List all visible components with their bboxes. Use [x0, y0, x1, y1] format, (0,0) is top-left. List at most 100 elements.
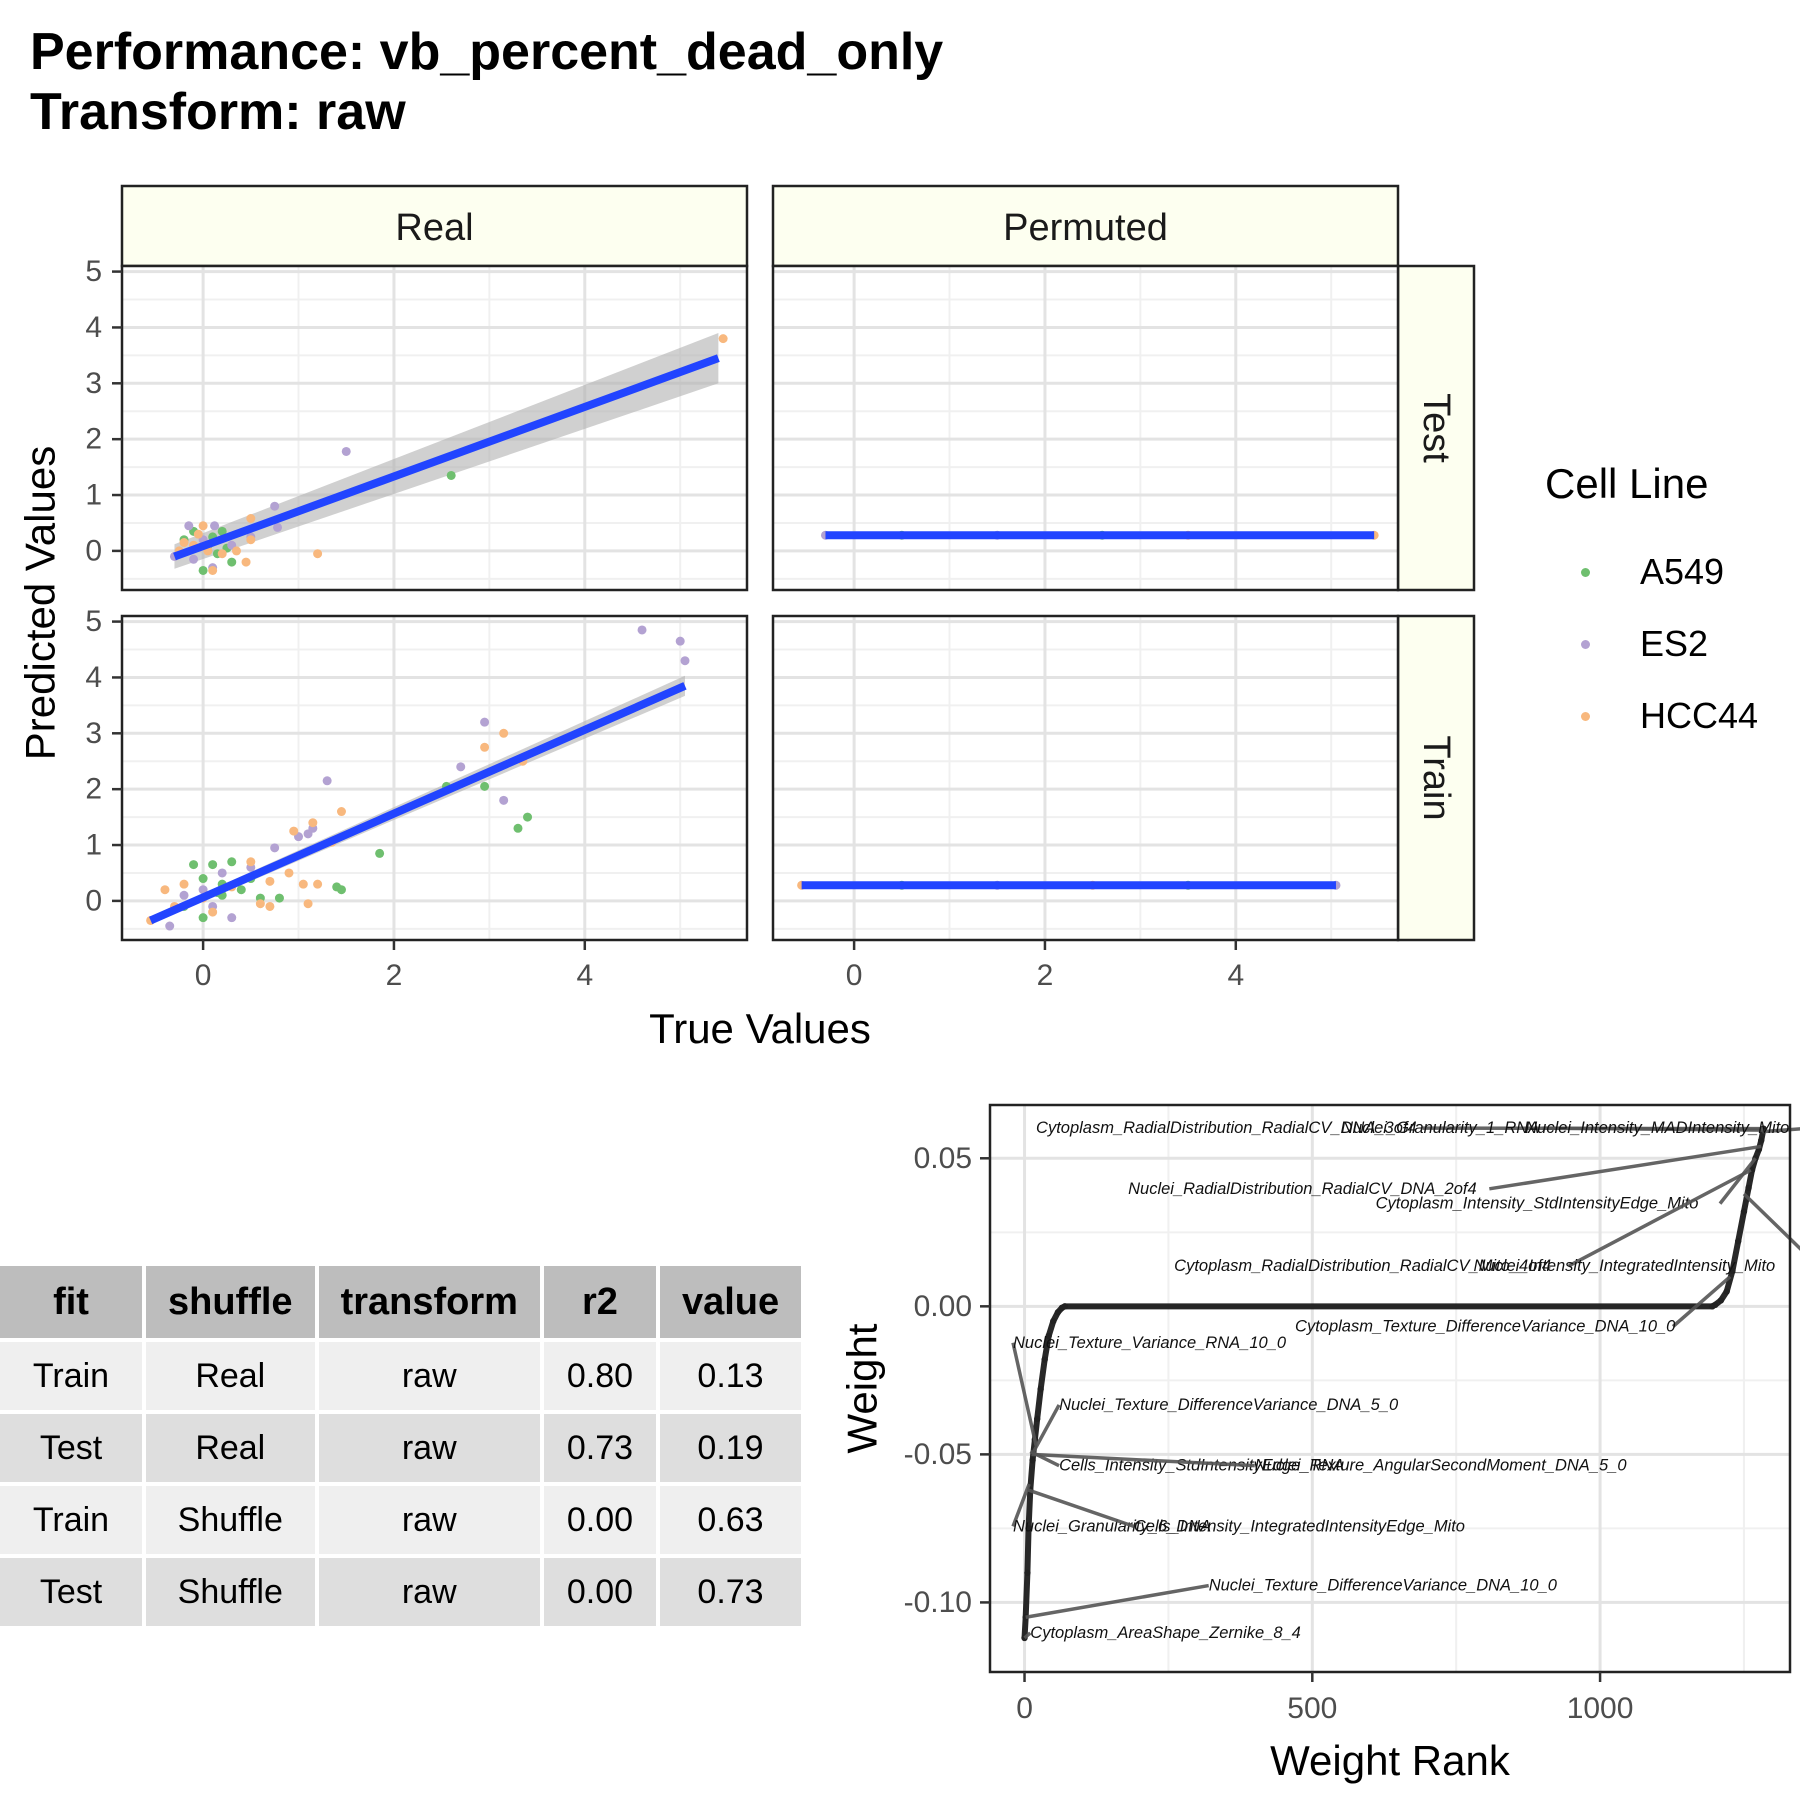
y-axis-title: Predicted Values — [17, 446, 64, 760]
data-point-es2 — [227, 913, 237, 923]
annotation-leader — [1031, 1452, 1255, 1468]
annotation-leader — [1011, 1342, 1038, 1446]
data-point-a549 — [513, 823, 523, 833]
annotation-leader — [1718, 1157, 1757, 1205]
data-point-a549 — [375, 848, 385, 858]
data-point-hcc44 — [298, 879, 308, 889]
table-cell: Test — [0, 1414, 142, 1482]
data-point-es2 — [322, 776, 332, 786]
y-tick-label: 4 — [85, 661, 102, 694]
table-row: Test Real raw 0.73 0.19 — [0, 1414, 802, 1482]
panel-border — [120, 614, 749, 942]
table-header-row: fit shuffle transform r2 value — [0, 1266, 802, 1338]
weight-point — [1752, 1155, 1759, 1162]
x-tick-label: 4 — [1227, 959, 1244, 992]
annotation-label: Cells_Intensity_StdIntensityEdge_RNA — [1059, 1457, 1344, 1475]
legend-item-hcc44: HCC44 — [1545, 680, 1785, 752]
facet-strip-test — [1396, 264, 1476, 592]
annotation-label: Nuclei_Granularity_1_RNA — [1341, 1119, 1539, 1137]
title-line-2: Transform: raw — [30, 83, 406, 142]
weight-point — [1755, 1146, 1763, 1153]
x-tick-label: 2 — [1037, 959, 1054, 992]
performance-table: fit shuffle transform r2 value Train Rea… — [0, 1262, 805, 1630]
annotation-leader — [1023, 1631, 1032, 1640]
data-point-a549 — [208, 860, 218, 870]
weight-curve — [1021, 1128, 1767, 1639]
y-tick-label: 0.00 — [914, 1290, 972, 1323]
weight-point — [1029, 1457, 1036, 1464]
annotation-leader — [1671, 1275, 1732, 1328]
annotation-leader — [1032, 1404, 1061, 1453]
x-axis-title: Weight Rank — [1270, 1737, 1511, 1784]
table-cell: 0.73 — [543, 1414, 656, 1482]
data-point-es2 — [680, 656, 690, 666]
weight-point — [1723, 1288, 1730, 1295]
data-point-a549 — [198, 874, 208, 884]
table-cell: 0.00 — [543, 1486, 656, 1554]
panel-permuted-test — [771, 264, 1400, 592]
weight-point — [1027, 1486, 1034, 1494]
weight-point — [1760, 1125, 1767, 1132]
weight-point — [1054, 1309, 1062, 1316]
figure-title: Performance: vb_percent_dead_only Transf… — [30, 22, 943, 143]
weight-point — [1031, 1436, 1039, 1443]
weight-point — [1050, 1317, 1057, 1325]
data-point-hcc44 — [246, 535, 256, 545]
data-point-es2 — [341, 446, 351, 456]
weight-point — [1058, 1304, 1066, 1312]
x-tick-label: 500 — [1287, 1692, 1337, 1725]
weight-point — [1717, 1297, 1725, 1304]
panel-permuted-train — [771, 614, 1400, 942]
y-tick-label: 3 — [85, 717, 102, 750]
table-cell: Real — [146, 1342, 315, 1410]
weight-point — [1041, 1356, 1048, 1363]
y-tick-label: -0.10 — [904, 1586, 972, 1619]
panel-border — [771, 614, 1400, 942]
data-point-es2 — [184, 521, 194, 531]
y-tick-label: 1 — [85, 829, 102, 862]
y-tick-label: 1 — [85, 479, 102, 512]
weight-point — [1021, 1634, 1028, 1642]
table-cell: 0.19 — [659, 1414, 802, 1482]
x-tick-label: 0 — [1016, 1692, 1033, 1725]
annotation-leader — [1742, 1192, 1800, 1251]
facet-strip-label-test: Test — [1415, 393, 1457, 463]
table-cell: Train — [0, 1486, 142, 1554]
facet-strip-label-train: Train — [1415, 735, 1457, 820]
table-cell: Shuffle — [146, 1558, 315, 1626]
table-header-r2: r2 — [543, 1266, 656, 1338]
legend-swatch-hcc44 — [1581, 711, 1590, 721]
annotation-label: Nuclei_Intensity_MADIntensity_Mito — [1525, 1119, 1789, 1137]
annotation-label: Cytoplasm_Intensity_StdIntensityEdge_Mit… — [1376, 1195, 1699, 1213]
weight-panel-border — [988, 1103, 1792, 1674]
y-tick-label: 0.05 — [914, 1142, 972, 1175]
table-cell: 0.63 — [659, 1486, 802, 1554]
data-point-hcc44 — [208, 907, 218, 917]
y-tick-label: -0.05 — [904, 1438, 972, 1471]
annotation-label: Nuclei_Texture_DifferenceVariance_DNA_10… — [1209, 1577, 1558, 1595]
panel-border — [771, 264, 1400, 592]
x-tick-label: 2 — [386, 959, 403, 992]
facet-strip-train — [1396, 614, 1476, 942]
title-line-1: Performance: vb_percent_dead_only — [30, 23, 944, 81]
facet-strip-label-permuted: Permuted — [1003, 207, 1168, 249]
data-point-a549 — [480, 781, 490, 791]
data-point-hcc44 — [336, 807, 346, 817]
legend-label-hcc44: HCC44 — [1640, 695, 1759, 736]
weight-point — [1045, 1332, 1052, 1340]
data-point-hcc44 — [217, 549, 227, 559]
data-point-es2 — [270, 843, 280, 853]
data-point-a549 — [227, 557, 237, 567]
y-tick-label: 2 — [85, 773, 102, 806]
data-point-es2 — [189, 554, 199, 564]
fit-line — [149, 682, 687, 925]
table-cell: raw — [318, 1558, 540, 1626]
annotation-leader — [1011, 1483, 1031, 1527]
weight-point — [1061, 1303, 1069, 1310]
weight-point — [1022, 1614, 1029, 1621]
weight-point — [1024, 1569, 1031, 1577]
annotation-label: Cytoplasm_RadialDistribution_RadialCV_Mi… — [1174, 1257, 1551, 1275]
legend-swatch-a549 — [1581, 567, 1590, 577]
annotation-label: Nuclei_Granularity_6_DNA — [1013, 1517, 1211, 1535]
annotation-label: Nuclei_Intensity_IntegratedIntensity_Mit… — [1473, 1257, 1775, 1275]
